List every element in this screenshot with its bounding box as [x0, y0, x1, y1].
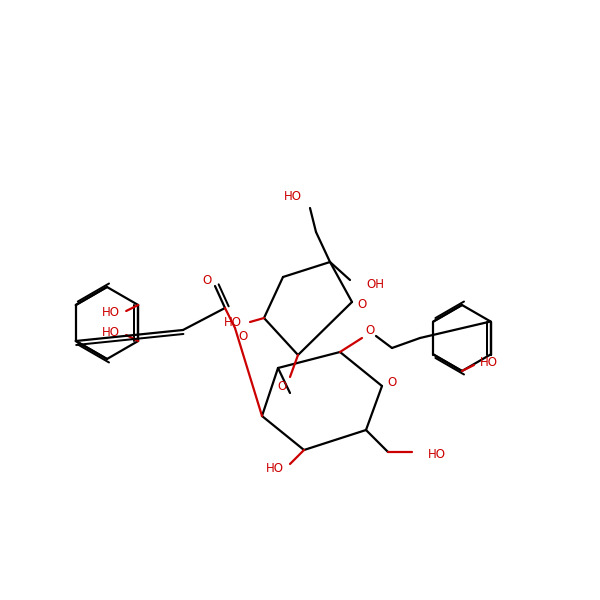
Text: O: O	[388, 376, 397, 389]
Text: O: O	[238, 329, 248, 343]
Text: O: O	[365, 323, 374, 337]
Text: HO: HO	[224, 316, 242, 329]
Text: HO: HO	[102, 307, 120, 319]
Text: HO: HO	[284, 190, 302, 202]
Text: HO: HO	[266, 461, 284, 475]
Text: HO: HO	[428, 448, 446, 461]
Text: O: O	[358, 298, 367, 311]
Text: HO: HO	[102, 326, 120, 340]
Text: HO: HO	[480, 356, 498, 370]
Text: O: O	[277, 380, 287, 394]
Text: O: O	[202, 274, 212, 286]
Text: OH: OH	[366, 277, 384, 290]
